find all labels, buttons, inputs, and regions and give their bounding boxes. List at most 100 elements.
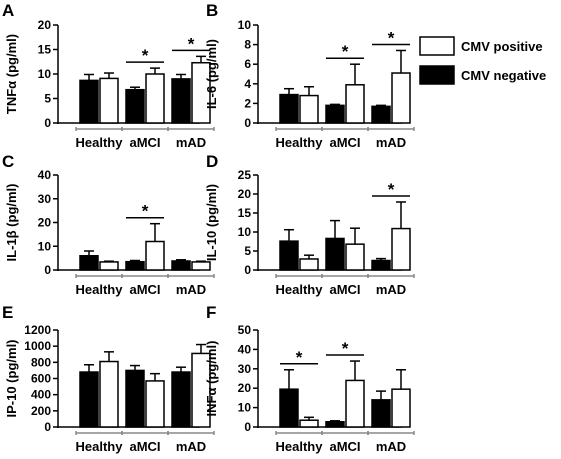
y-tick-label: 10 [238,18,252,32]
category-label: aMCI [129,282,160,297]
significance-star: * [142,202,149,221]
bar-cmv-negative-healthy [279,240,299,271]
bar-cmv-positive-amci [345,243,365,271]
y-tick-label: 30 [38,192,52,206]
category-label: aMCI [329,135,360,150]
category-label: Healthy [276,135,324,150]
bar-cmv-negative-amci [325,421,345,428]
y-tick-label: 4 [244,77,251,91]
y-tick-label: 40 [38,168,52,182]
chart-panel-c: C IL-1β (pg/ml) 0 10 20 30 40 Healthy aMCI mAD * [2,152,215,297]
bar-cmv-positive-amci [145,380,165,428]
category-label: aMCI [329,282,360,297]
category-label: mAD [176,135,206,150]
legend-label-cmv-positive: CMV positive [461,39,543,54]
bar-cmv-positive-healthy [299,94,319,124]
y-tick-label: 200 [31,404,51,418]
panel-letter: C [2,152,14,171]
category-label: mAD [376,439,406,454]
significance-star: * [388,180,395,199]
y-axis-label: IL-1β (pg/ml) [4,184,19,262]
panel-letter: A [2,1,14,20]
significance-star: * [296,348,303,367]
legend: CMV positive CMV negative [419,36,546,85]
legend-swatch-cmv-negative [419,65,455,85]
y-tick-label: 600 [31,372,51,386]
bar-cmv-negative-mad [371,399,391,428]
bar-cmv-positive-amci [145,240,165,271]
bar-cmv-negative-amci [325,104,345,124]
bar-cmv-negative-mad [171,260,191,271]
bar-cmv-negative-amci [125,260,145,271]
chart-panel-e: E IP-10 (pg/ml) 0 200 400 600 800 1000 1200 Healt… [2,303,215,454]
y-tick-label: 20 [238,381,252,395]
category-label: Healthy [276,439,324,454]
y-tick-label: 20 [238,187,252,201]
bar-cmv-positive-mad [391,72,411,124]
panel-letter: E [2,303,13,322]
panel-letter: B [206,1,218,20]
y-tick-label: 1000 [24,339,51,353]
category-label: mAD [176,282,206,297]
y-tick-label: 30 [238,362,252,376]
chart-panel-d: D IL-10 (pg/ml) 0 5 10 15 20 25 Healthy aMCI mAD * [204,152,415,297]
y-tick-label: 50 [238,323,252,337]
category-label: aMCI [129,439,160,454]
category-label: Healthy [76,439,124,454]
category-label: mAD [376,282,406,297]
bar-cmv-negative-mad [171,78,191,124]
bar-cmv-positive-mad [191,352,211,428]
y-tick-label: 400 [31,388,51,402]
chart-panel-f: F INFα (pg/ml) 0 10 20 30 40 50 Healthy aMCI mAD * * [204,303,415,454]
y-tick-label: 10 [38,239,52,253]
bar-cmv-negative-healthy [279,93,299,124]
significance-star: * [388,28,395,47]
y-tick-label: 15 [238,206,252,220]
bar-cmv-positive-amci [345,84,365,124]
y-tick-label: 10 [238,401,252,415]
bar-cmv-negative-healthy [79,371,99,428]
category-label: Healthy [76,135,124,150]
bar-cmv-positive-amci [345,379,365,428]
panel-letter: F [206,303,216,322]
y-tick-label: 0 [44,116,51,130]
bar-cmv-positive-mad [191,261,211,271]
y-tick-label: 1200 [24,323,51,337]
y-tick-label: 5 [44,92,51,106]
legend-label-cmv-negative: CMV negative [461,68,546,83]
category-label: aMCI [129,135,160,150]
category-label: Healthy [276,282,324,297]
bar-cmv-positive-amci [145,73,165,124]
category-label: aMCI [329,439,360,454]
bar-cmv-negative-healthy [79,255,99,271]
bar-cmv-positive-healthy [299,258,319,271]
bar-cmv-positive-mad [391,227,411,271]
chart-panel-b: B IL-6 (pg/ml) 0 2 4 6 8 10 Healthy aMCI mAD * * [204,1,415,150]
y-axis-label: IL-6 (pg/ml) [204,39,219,109]
y-tick-label: 0 [244,420,251,434]
y-axis-label: TNFα (pg/ml) [4,34,19,114]
y-tick-label: 2 [244,96,251,110]
bar-cmv-positive-mad [391,388,411,428]
bar-cmv-negative-amci [325,237,345,271]
y-tick-label: 20 [38,216,52,230]
y-tick-label: 20 [38,18,52,32]
category-label: mAD [176,439,206,454]
bar-cmv-negative-healthy [79,79,99,124]
y-tick-label: 8 [244,38,251,52]
y-tick-label: 0 [44,420,51,434]
y-tick-label: 0 [244,116,251,130]
significance-star: * [188,34,195,53]
y-tick-label: 800 [31,355,51,369]
bar-cmv-negative-mad [371,105,391,124]
y-axis-label: IP-10 (pg/ml) [4,339,19,417]
bar-cmv-positive-healthy [99,77,119,124]
significance-star: * [342,42,349,61]
bar-cmv-positive-mad [191,61,211,124]
y-axis-label: IL-10 (pg/ml) [204,184,219,261]
bar-cmv-negative-mad [171,371,191,428]
y-tick-label: 10 [238,225,252,239]
y-tick-label: 5 [244,244,251,258]
y-tick-label: 10 [38,67,52,81]
